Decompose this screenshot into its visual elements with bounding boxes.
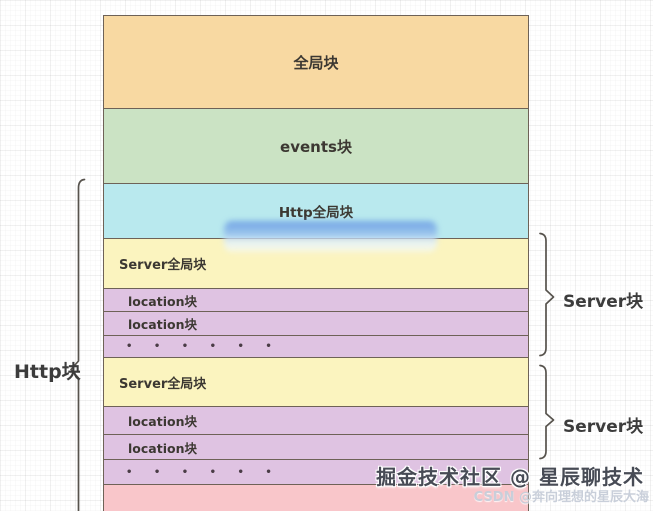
server-block-label-1: Server块 [563, 292, 644, 312]
http-block-label: Http块 [14, 361, 81, 383]
server-block-label-2: Server块 [563, 417, 644, 437]
watermark-community: 掘金技术社区 @ 星辰聊技术 [376, 465, 644, 489]
blurred-censored-watermark [224, 221, 437, 252]
block-label-server-global-1: Server全局块 [119, 258, 207, 273]
block-row-events: events块 [104, 108, 528, 183]
block-row-location-1: location块 [104, 288, 528, 311]
watermark-csdn: CSDN @奔向理想的星辰大海 [473, 490, 649, 505]
block-row-ellipsis-2: • • • • • • [104, 459, 528, 484]
block-label-http-global: Http全局块 [278, 205, 354, 221]
block-row-location-3: location块 [104, 406, 528, 434]
block-row-global: 全局块 [104, 16, 528, 108]
block-label-global: 全局块 [293, 53, 339, 72]
block-row-ellipsis-1: • • • • • • [104, 335, 528, 357]
ellipsis-dots-1: • • • • • • [126, 341, 281, 352]
block-label-location-2: location块 [128, 317, 197, 332]
server-block-brace-1 [539, 232, 555, 357]
block-row-server-global-2: Server全局块 [104, 357, 528, 406]
http-block-brace [70, 178, 86, 511]
block-label-location-3: location块 [128, 414, 197, 429]
ellipsis-dots-2: • • • • • • [126, 466, 281, 478]
block-label-server-global-2: Server全局块 [119, 376, 207, 392]
block-row-location-2: location块 [104, 311, 528, 335]
block-label-location-4: location块 [128, 440, 197, 456]
block-label-location-1: location块 [128, 293, 197, 309]
block-row-location-4: location块 [104, 434, 528, 459]
block-row-bottom-pink [104, 484, 528, 511]
block-label-events: events块 [280, 137, 352, 156]
server-block-brace-2 [539, 364, 555, 460]
